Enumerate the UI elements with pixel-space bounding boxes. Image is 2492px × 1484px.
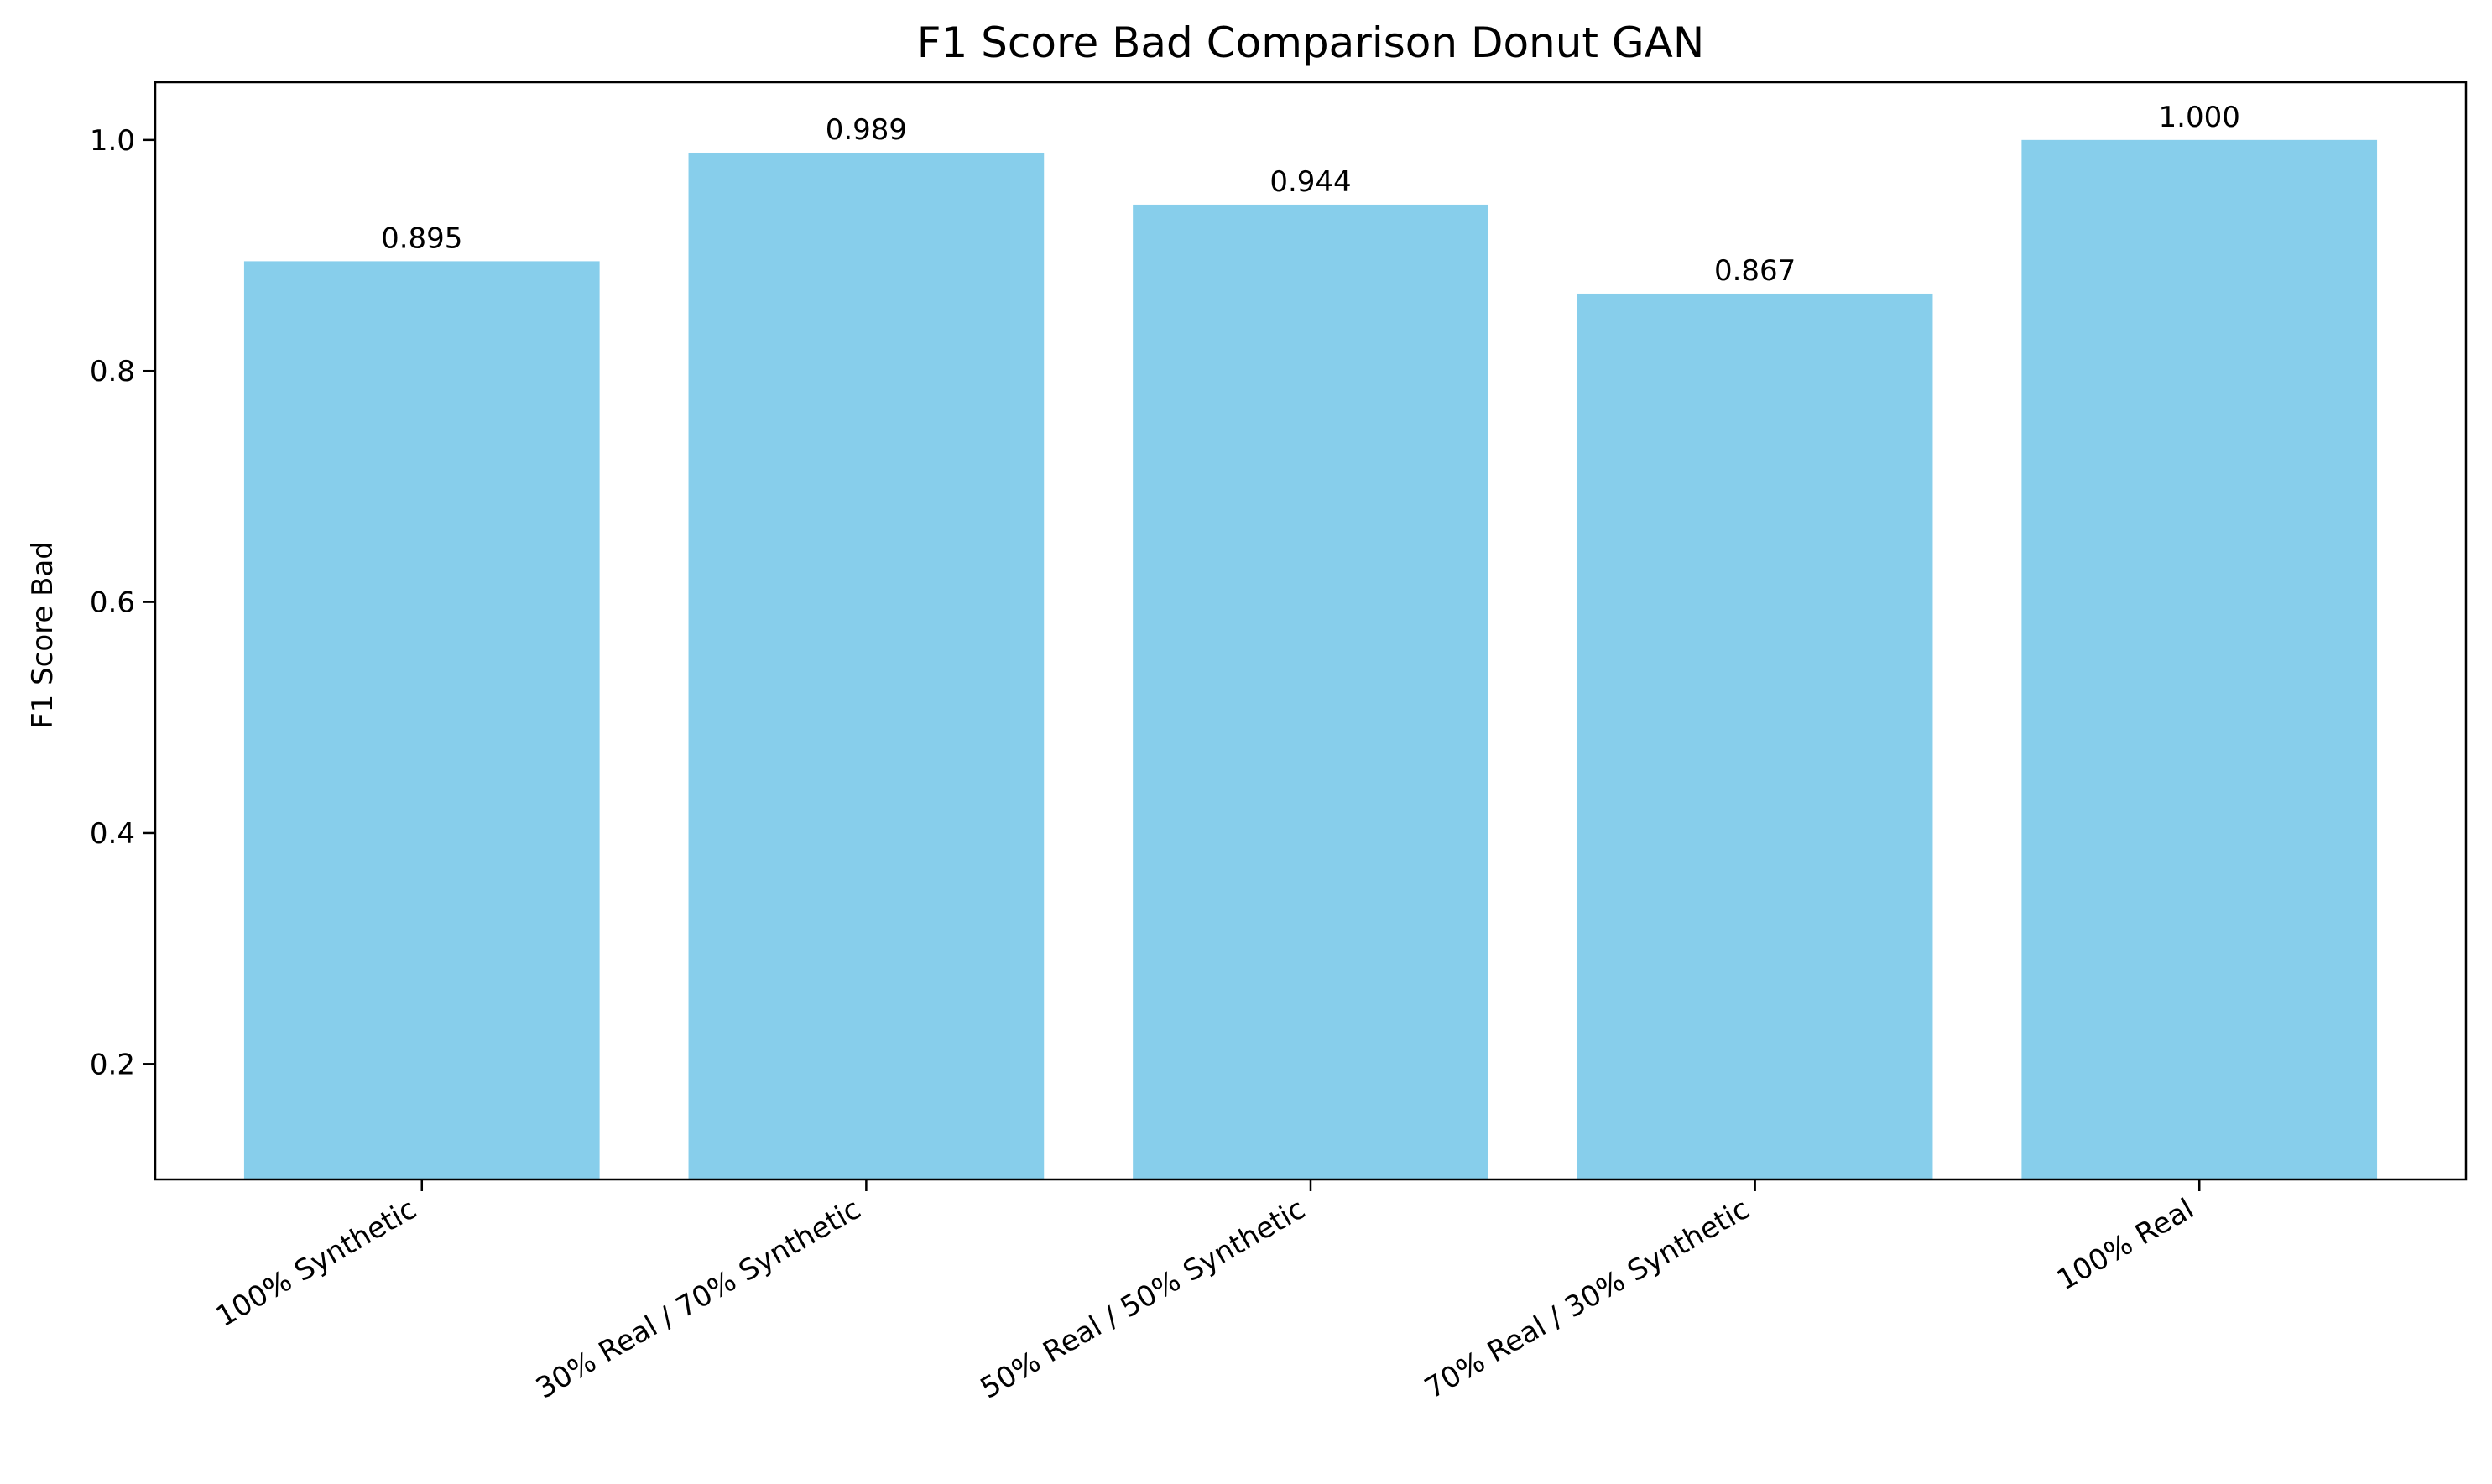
bars-group (243, 139, 2378, 1180)
plot-frame (154, 81, 2468, 1181)
bar (243, 261, 600, 1179)
y-axis: 0.2 0.4 0.6 0.8 1.0 (90, 124, 155, 1081)
bar (2021, 139, 2378, 1180)
y-axis-label: F1 Score Bad (26, 541, 60, 729)
y-tick-label: 0.4 (90, 817, 135, 851)
bar (1133, 204, 1488, 1179)
data-labels-group: 0.895 0.989 0.944 0.867 1.000 (381, 101, 2240, 288)
data-label: 1.000 (2159, 101, 2240, 134)
data-label: 0.944 (1269, 165, 1351, 199)
bar (688, 152, 1045, 1180)
data-label: 0.895 (381, 221, 462, 255)
y-tick-label: 1.0 (90, 124, 135, 158)
data-label: 0.867 (1714, 254, 1796, 288)
data-label: 0.989 (826, 113, 907, 147)
bar (1577, 293, 1933, 1179)
y-tick-label: 0.8 (90, 355, 135, 388)
y-tick-label: 0.6 (90, 586, 135, 620)
chart-title: F1 Score Bad Comparison Donut GAN (917, 18, 1705, 67)
y-tick-label: 0.2 (90, 1048, 135, 1081)
